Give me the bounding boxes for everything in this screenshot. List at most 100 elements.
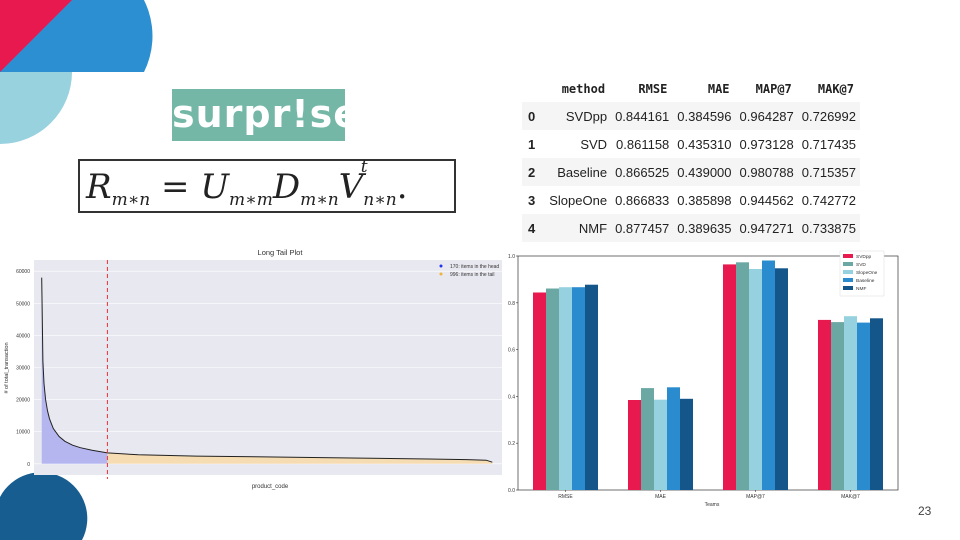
bar-svdpp-rmse (533, 292, 546, 490)
surprise-logo: surpr!se (172, 89, 359, 141)
row-index: 0 (522, 102, 546, 130)
formula-box: Rm∗n = Um∗mDm∗nV t n∗n. (78, 159, 456, 213)
y-tick-label: 20000 (16, 398, 30, 404)
table-header-row: method RMSE MAE MAP@7 MAK@7 (522, 76, 860, 102)
deco-navy-half (0, 472, 88, 540)
y-axis-label: # of total_transaction (4, 342, 10, 393)
svd-formula: Rm∗n = Um∗mDm∗nV t n∗n. (86, 157, 456, 215)
formula-v-sup: t (360, 157, 368, 177)
x-axis-label: product_code (252, 484, 289, 490)
table-cell: 0.385898 (677, 192, 732, 208)
bar-svd-mak-at-7 (831, 322, 844, 490)
table-header: RMSE (638, 82, 668, 96)
results-table: method RMSE MAE MAP@7 MAK@7 0 SVDpp 0.84… (522, 76, 860, 242)
legend-swatch-baseline (843, 278, 853, 282)
table-cell: 0.389635 (673, 214, 736, 242)
y-tick-label: 50000 (16, 301, 30, 307)
y-tick-label: 60000 (16, 269, 30, 275)
chart-title: Long Tail Plot (258, 248, 304, 257)
table-header: MAK@7 (817, 82, 854, 96)
chart-legend: 170: items in the head 996: items in the… (439, 264, 499, 278)
table-cell: SlopeOne (549, 192, 608, 208)
bar-slopeone-rmse (559, 287, 572, 490)
formula-u: U (200, 167, 230, 207)
tail-area (107, 452, 493, 464)
y-tick-label: 0.8 (508, 301, 515, 307)
x-tick-label: MAK@7 (841, 494, 860, 500)
formula-end: . (396, 167, 408, 207)
formula-d: D (272, 167, 301, 207)
legend-entry-svd: SVD (856, 262, 866, 268)
deco-red-lens (0, 0, 72, 72)
y-tick-label: 0.2 (508, 441, 515, 447)
y-tick-label: 0 (27, 462, 30, 468)
bar-slopeone-mae (654, 399, 667, 490)
legend-entry-nmf: NMF (856, 286, 866, 292)
table-row: 0 SVDpp 0.844161 0.384596 0.964287 0.726… (522, 102, 860, 130)
bar-svd-mae (641, 388, 654, 490)
formula-d-sub: m∗n (300, 190, 339, 210)
bar-svd-rmse (546, 288, 559, 490)
bar-svdpp-mak-at-7 (818, 319, 831, 490)
long-tail-chart: Long Tail Plot product_code # of total_t… (4, 248, 502, 490)
bar-marks (533, 260, 883, 490)
table-cell: 0.947271 (735, 214, 798, 242)
table-cell: SVDpp (545, 102, 612, 130)
chart-legend: SVDpp SVD SlopeOne Baseline NMF (839, 250, 885, 297)
legend-entry-tail: 996: items in the tail (450, 272, 494, 278)
transaction-curve (41, 277, 493, 463)
formula-r: R (86, 167, 112, 207)
y-tick-label: 1.0 (508, 254, 515, 260)
bar-slopeone-map-at-7 (749, 269, 762, 490)
table-cell: 0.980788 (735, 158, 798, 186)
x-tick-labels: RMSE MAE MAP@7 MAK@7 (558, 490, 860, 500)
table-header: MAP@7 (755, 82, 792, 96)
y-tick-label: 30000 (16, 366, 30, 372)
table-cell: 0.726992 (797, 102, 860, 130)
table-row: 1 SVD 0.861158 0.435310 0.973128 0.71743… (522, 130, 860, 158)
y-tick-labels: 0 10000 20000 30000 40000 50000 60000 (16, 269, 30, 468)
table-cell: 0.866833 (615, 192, 670, 208)
bar-svdpp-map-at-7 (723, 264, 736, 490)
table-cell: 0.384596 (673, 102, 736, 130)
x-tick-label: RMSE (558, 494, 573, 500)
row-index: 2 (522, 158, 546, 186)
table-row: 4 NMF 0.877457 0.389635 0.947271 0.73387… (522, 214, 860, 242)
formula-equals: = (161, 167, 190, 207)
bar-svdpp-mae (628, 400, 641, 490)
table-row: 2 Baseline 0.866525 0.439000 0.980788 0.… (522, 158, 860, 186)
bar-nmf-map-at-7 (775, 268, 788, 490)
table-cell: NMF (545, 214, 612, 242)
bar-nmf-mae (680, 398, 693, 490)
table-cell: 0.717435 (801, 136, 856, 152)
table-cell: 0.944562 (739, 192, 794, 208)
legend-swatch-svd (843, 262, 853, 266)
table-header: method (561, 82, 606, 96)
table-cell: 0.973128 (739, 136, 794, 152)
formula-v: V (338, 167, 364, 207)
legend-marker-tail (439, 272, 443, 276)
x-tick-label: MAE (655, 494, 667, 500)
row-index: 3 (528, 192, 536, 208)
table-cell: 0.715357 (797, 158, 860, 186)
legend-marker-head (439, 264, 443, 268)
x-axis-label: Teams (705, 502, 720, 508)
head-area (41, 277, 108, 464)
x-tick-label: MAP@7 (746, 494, 765, 500)
legend-entry-head: 170: items in the head (450, 264, 499, 270)
legend-swatch-nmf (843, 286, 853, 290)
table-cell: 0.877457 (611, 214, 674, 242)
bar-baseline-mak-at-7 (857, 322, 870, 490)
bar-nmf-rmse (585, 284, 598, 490)
y-tick-label: 0.6 (508, 348, 515, 354)
bar-baseline-rmse (572, 287, 585, 490)
plot-gridlines (34, 270, 502, 465)
table-cell: 0.866525 (611, 158, 674, 186)
legend-swatch-slopeone (843, 270, 853, 274)
y-tick-label: 0.4 (508, 394, 515, 400)
table-cell: 0.435310 (677, 136, 732, 152)
table-cell: 0.964287 (735, 102, 798, 130)
bar-baseline-map-at-7 (762, 260, 775, 490)
table-cell: SVD (580, 136, 608, 152)
